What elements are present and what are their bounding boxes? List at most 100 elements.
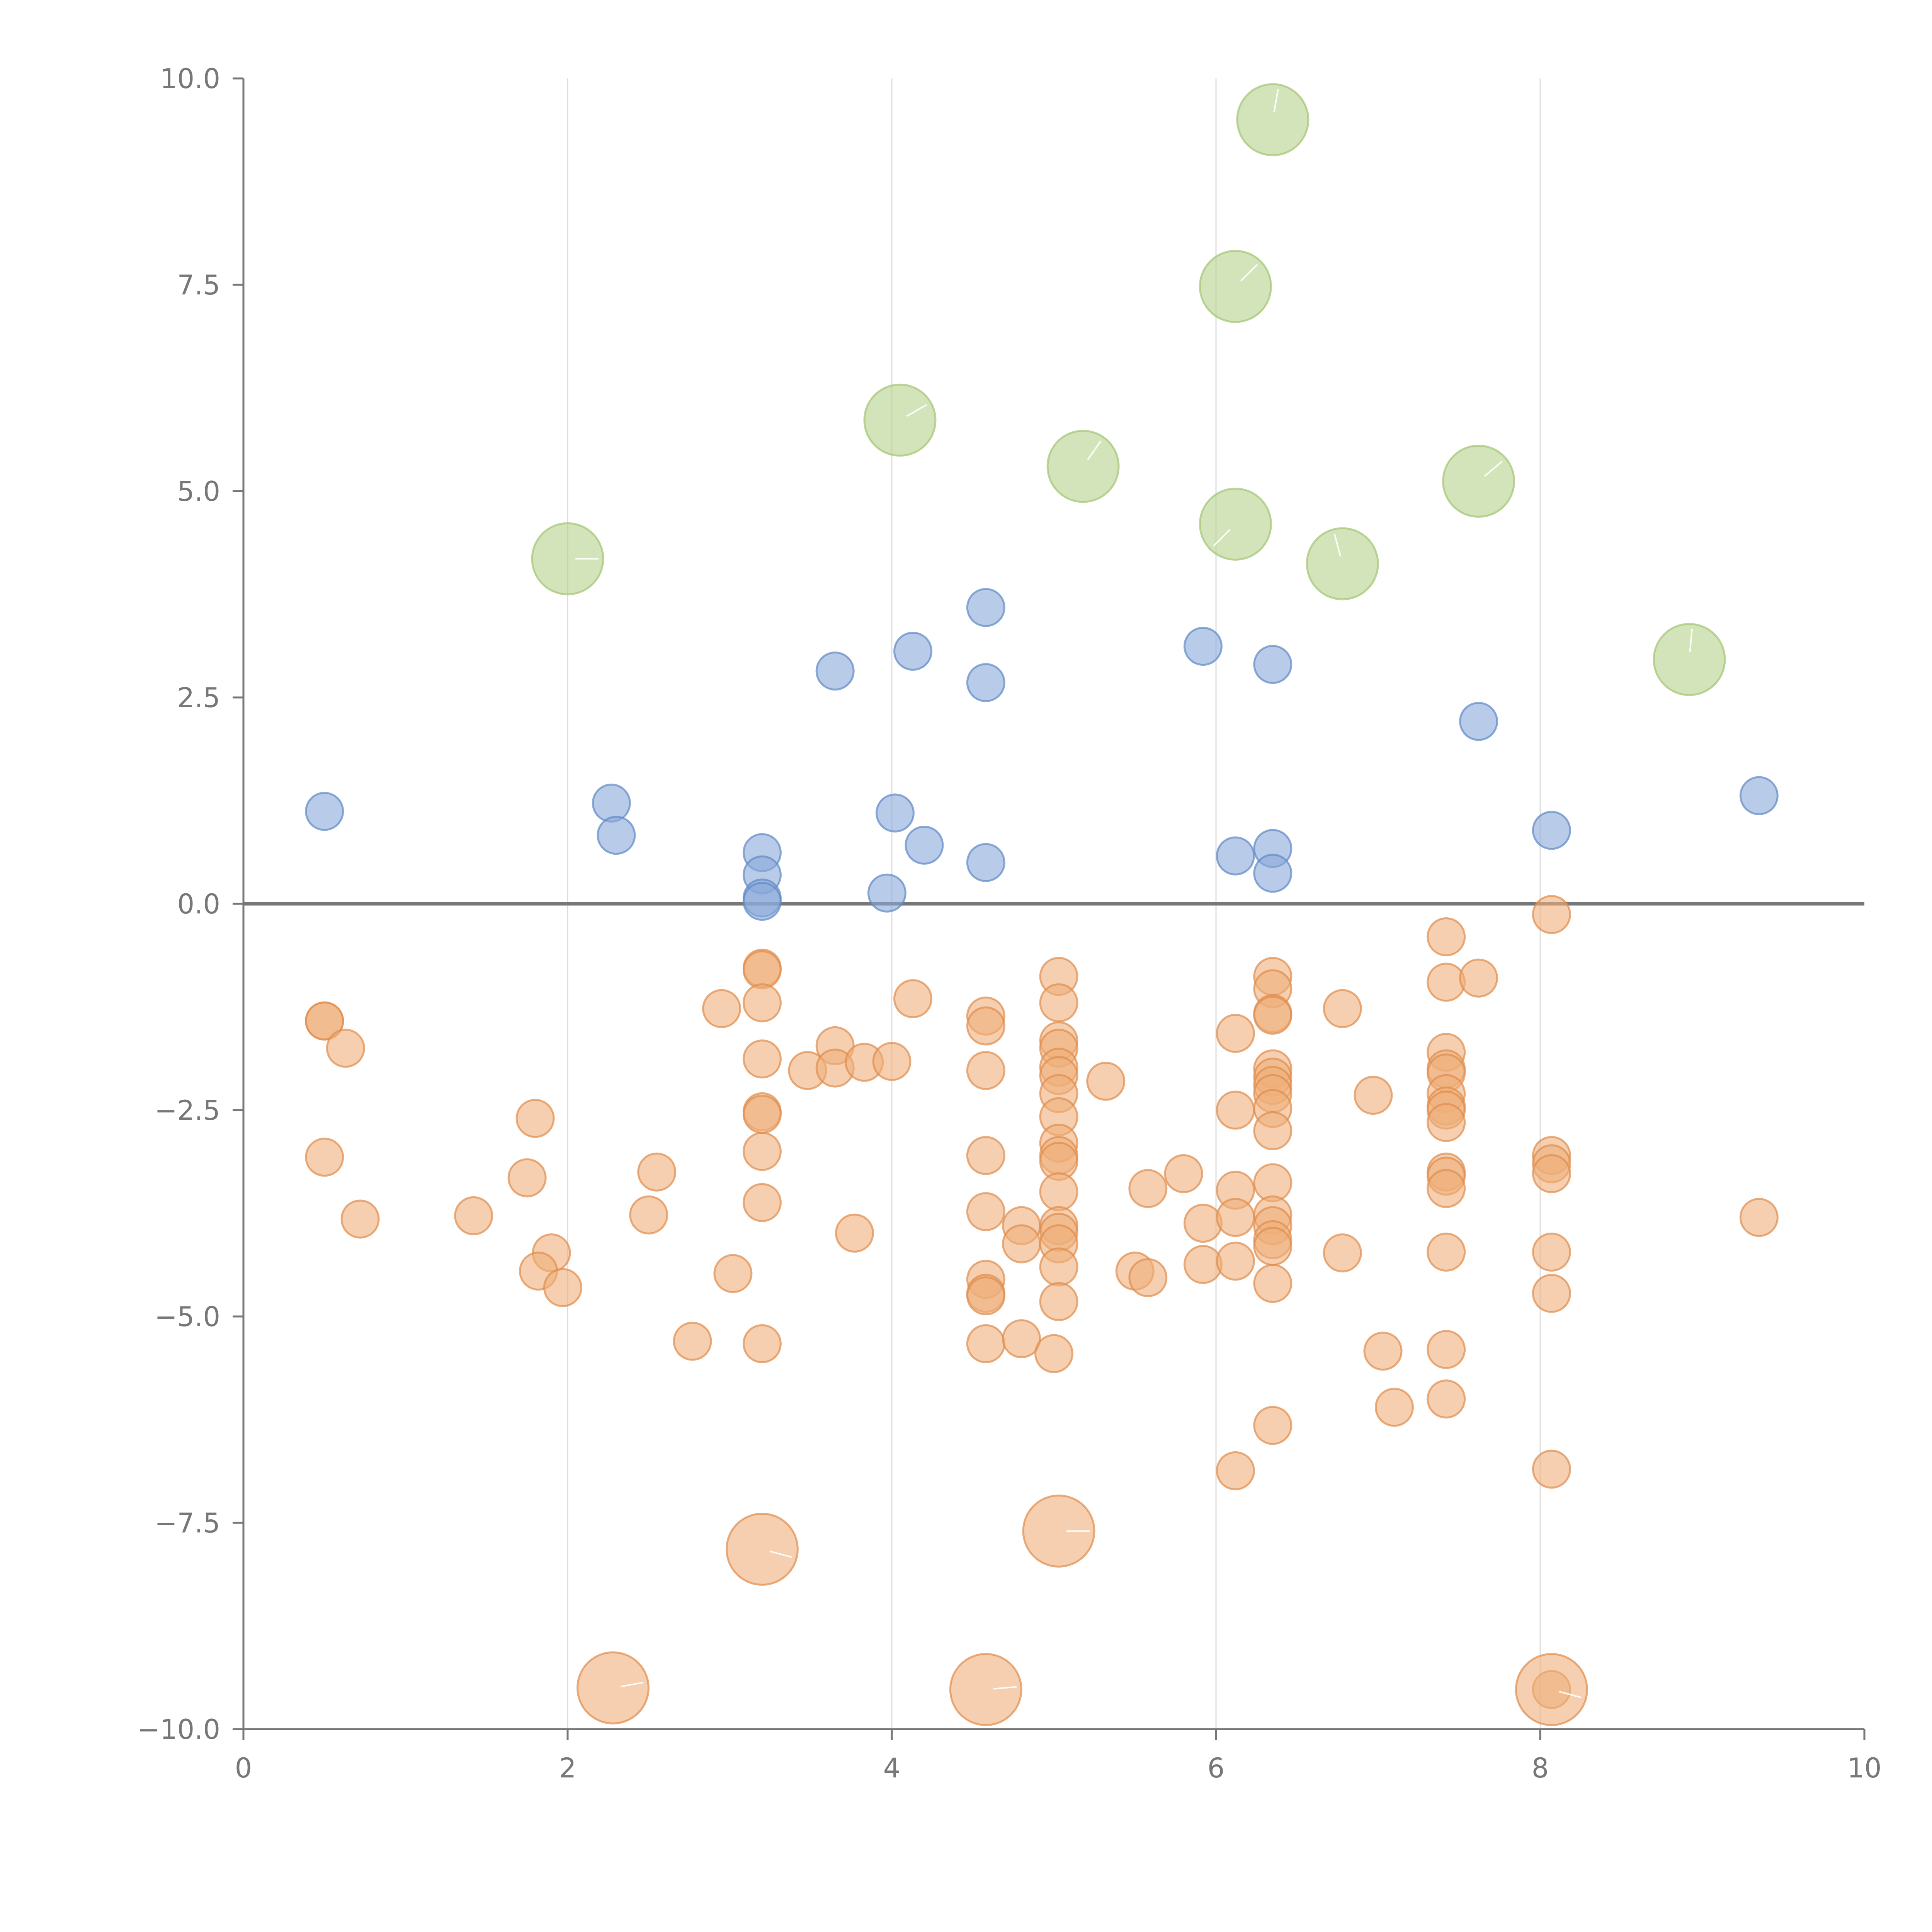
data-point [966, 588, 1005, 627]
y-tick-label: −7.5 [155, 1507, 220, 1539]
data-point [905, 825, 944, 865]
large-data-point [1022, 1494, 1095, 1568]
data-point [1427, 963, 1466, 1002]
data-point [1002, 1319, 1041, 1359]
data-point [326, 1029, 365, 1068]
data-point [1374, 1388, 1414, 1427]
data-point [1427, 1379, 1466, 1419]
data-point [1459, 958, 1498, 998]
data-point [966, 1276, 1005, 1316]
data-point [1034, 1334, 1073, 1373]
large-data-point [1442, 444, 1515, 518]
data-point [742, 1183, 782, 1222]
x-tick-label: 8 [1532, 1752, 1549, 1784]
x-tick-label: 2 [559, 1752, 577, 1784]
tick-labels: 10.0 7.5 5.0 2.5 0.0 −2.5 −5.0 −7.5 −10.0 0 2 4 6 8 10 [137, 63, 1881, 1784]
data-point [592, 783, 631, 823]
data-point [872, 1042, 912, 1081]
data-point [966, 1051, 1005, 1090]
large-data-point [1306, 527, 1379, 600]
data-point [1323, 989, 1362, 1028]
data-point [893, 979, 933, 1019]
data-point [1427, 1103, 1466, 1142]
x-tick-label: 6 [1208, 1752, 1225, 1784]
data-point [1216, 1014, 1255, 1053]
data-point [1216, 836, 1255, 876]
large-data-point [949, 1653, 1022, 1726]
data-point [1086, 1061, 1126, 1101]
data-point [966, 663, 1005, 702]
y-tick-label: 10.0 [160, 63, 220, 95]
data-point [1039, 983, 1078, 1022]
data-point [1427, 1232, 1466, 1272]
y-tick-label: −2.5 [155, 1095, 220, 1126]
data-point [543, 1268, 582, 1307]
point-direction-mark [1087, 440, 1102, 461]
data-point [1128, 1169, 1168, 1208]
data-point [1532, 1154, 1571, 1193]
data-point [1427, 917, 1466, 956]
x-tick-label: 4 [883, 1752, 901, 1784]
data-point [1253, 1111, 1293, 1150]
data-point [1532, 811, 1571, 850]
x-tick-label: 10 [1847, 1752, 1881, 1784]
y-tick-label: 2.5 [177, 682, 220, 714]
data-point [1427, 1169, 1466, 1208]
data-point [1183, 1204, 1223, 1243]
data-point [1253, 1406, 1293, 1445]
data-point [742, 983, 782, 1022]
y-tick-label: 5.0 [177, 476, 220, 507]
large-data-point [1515, 1653, 1588, 1726]
large-data-point [725, 1512, 799, 1586]
data-point [340, 1199, 380, 1239]
data-point [1039, 1172, 1078, 1211]
data-point [1363, 1332, 1403, 1371]
y-tick-label: −10.0 [137, 1714, 220, 1745]
data-point [1253, 645, 1293, 684]
point-direction-mark [1333, 534, 1341, 557]
data-point [1459, 702, 1498, 741]
data-point [742, 1324, 782, 1363]
data-point [1354, 1076, 1393, 1115]
data-point [893, 631, 933, 671]
point-direction-mark [1213, 529, 1231, 547]
y-tick-label: −5.0 [155, 1301, 220, 1333]
y-tick-label: 0.0 [177, 888, 220, 920]
data-point [867, 873, 906, 913]
point-direction-mark [993, 1686, 1017, 1690]
data-point [742, 1039, 782, 1079]
data-point [1427, 1330, 1466, 1369]
data-point [1039, 1247, 1078, 1287]
data-point [1253, 1226, 1293, 1266]
large-data-point [1236, 83, 1310, 156]
data-point [966, 1136, 1005, 1175]
data-point [629, 1195, 668, 1235]
y-tick-label: 7.5 [177, 269, 220, 301]
large-data-point [1199, 487, 1272, 561]
data-point [1532, 1232, 1571, 1272]
data-point [742, 950, 782, 990]
data-point [1164, 1154, 1203, 1193]
point-direction-mark [1559, 1690, 1582, 1699]
data-point [507, 1158, 547, 1197]
point-direction-mark [906, 404, 927, 417]
point-direction-mark [1273, 89, 1279, 112]
data-points [305, 83, 1779, 1726]
data-point [713, 1254, 753, 1293]
point-direction-mark [1484, 461, 1503, 477]
large-data-point [1046, 430, 1120, 503]
data-point [454, 1196, 493, 1235]
data-point [966, 1006, 1005, 1046]
data-point [597, 816, 636, 855]
data-point [742, 1095, 782, 1134]
data-point [966, 1192, 1005, 1231]
data-point [1128, 1258, 1168, 1298]
large-data-point [863, 383, 937, 457]
large-data-point [531, 522, 604, 595]
point-direction-mark [1689, 628, 1693, 652]
data-point [637, 1152, 677, 1192]
data-point [835, 1213, 874, 1253]
large-data-point [576, 1651, 650, 1725]
